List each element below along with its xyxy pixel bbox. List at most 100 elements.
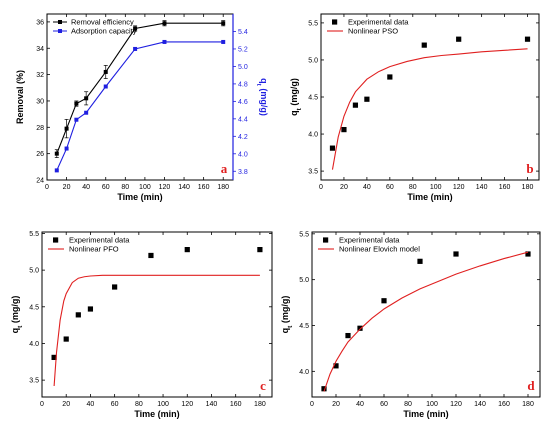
x-axis-title: Time (min) <box>403 409 448 419</box>
y-tick-label: 4.5 <box>29 304 39 311</box>
data-point <box>345 332 351 339</box>
x-tick-label: 100 <box>430 184 442 191</box>
x-tick-label: 140 <box>178 184 190 191</box>
data-point <box>453 251 459 257</box>
y2-tick-label: 4.0 <box>238 151 248 158</box>
x-tick-label: 140 <box>474 401 486 408</box>
panel-letter: d <box>527 378 535 393</box>
data-point <box>54 168 59 173</box>
x-tick-label: 20 <box>340 184 348 191</box>
x-tick-label: 160 <box>198 184 210 191</box>
chart-panel-b: 0 20 40 60 80 100 120 140 160 180 3.5 4.0 4.5 5.0 5.5 T… <box>289 13 540 202</box>
panel-letter: c <box>260 378 266 393</box>
data-point <box>525 251 531 257</box>
data-point <box>74 101 79 106</box>
chart-panel-a: 0 20 40 60 80 100 120 140 160 180 24 26 28 30 32 34 36 3.… <box>15 13 269 202</box>
y-axis-title: qt (mg/g) <box>280 296 294 334</box>
y-tick-label: 4.5 <box>308 95 318 102</box>
x-tick-label: 180 <box>522 401 534 408</box>
x-tick-label: 0 <box>319 184 323 191</box>
y-tick-label: 3.5 <box>308 169 318 176</box>
x-tick-label: 80 <box>404 401 412 408</box>
x-tick-label: 120 <box>181 401 193 408</box>
data-point <box>333 363 339 369</box>
x-tick-label: 180 <box>217 184 229 191</box>
x-tick-label: 80 <box>121 184 129 191</box>
data-point <box>64 146 69 151</box>
data-point <box>103 84 108 89</box>
x-tick-label: 60 <box>111 401 119 408</box>
legend-marker <box>58 20 62 24</box>
x-tick-label: 40 <box>356 401 364 408</box>
data-point <box>74 117 79 122</box>
x-tick-label: 0 <box>310 401 314 408</box>
data-point <box>84 96 89 101</box>
x-axis-title: Time (min) <box>407 192 452 202</box>
y-axis-title: Removal (%) <box>15 70 25 124</box>
y-tick-label: 5.5 <box>29 231 39 238</box>
panel-letter: b <box>526 161 533 176</box>
legend-label: Adsorption capacity <box>71 27 137 36</box>
y2-tick-label: 3.8 <box>238 169 248 176</box>
x-tick-label: 100 <box>426 401 438 408</box>
legend-label: Nonlinear PSO <box>348 27 398 36</box>
data-point <box>417 258 423 264</box>
y-tick-label: 5.5 <box>308 20 318 27</box>
x-tick-label: 120 <box>450 401 462 408</box>
data-point <box>162 21 167 26</box>
legend-marker <box>53 237 59 243</box>
y-axis-title: qt (mg/g) <box>289 78 303 116</box>
legend-label: Nonlinear PFO <box>69 245 119 254</box>
x-tick-label: 40 <box>363 184 371 191</box>
y2-tick-label: 5.2 <box>238 46 248 53</box>
data-point <box>112 284 118 290</box>
data-point <box>381 298 387 304</box>
data-point <box>63 336 69 342</box>
data-point <box>341 127 347 133</box>
y-tick-label: 4.0 <box>29 341 39 348</box>
panel-letter: a <box>221 161 228 176</box>
data-point <box>329 145 336 151</box>
data-point <box>51 354 57 360</box>
data-point <box>133 46 138 51</box>
x-axis-title: Time (min) <box>117 192 162 202</box>
x-tick-label: 60 <box>102 184 110 191</box>
legend-label: Nonlinear Elovich model <box>339 245 420 254</box>
chart-panel-c: 0 20 40 60 80 100 120 140 160 180 3.5 4.0 4.5 5.0 5.5 T… <box>10 231 273 419</box>
data-point <box>87 306 94 312</box>
x-tick-label: 60 <box>380 401 388 408</box>
legend-label: Experimental data <box>69 236 130 245</box>
series-line <box>56 22 224 154</box>
x-tick-label: 160 <box>499 184 511 191</box>
x-tick-label: 0 <box>40 401 44 408</box>
x-tick-label: 40 <box>82 184 90 191</box>
legend-marker <box>58 29 62 33</box>
data-point <box>133 26 138 31</box>
x-tick-label: 20 <box>332 401 340 408</box>
x-tick-label: 120 <box>159 184 171 191</box>
y-tick-label: 4.5 <box>299 323 309 330</box>
data-point <box>456 36 462 42</box>
chart-panel-d: 0 20 40 60 80 100 120 140 160 180 4.0 4.5 5.0 5.5 Time… <box>280 231 541 419</box>
data-point <box>321 386 327 392</box>
x-tick-label: 140 <box>206 401 218 408</box>
y-tick-label: 34 <box>36 46 44 53</box>
y-tick-label: 5.0 <box>29 268 39 275</box>
legend-label: Experimental data <box>348 18 409 27</box>
plot-frame <box>46 13 234 181</box>
y2-tick-label: 4.8 <box>238 81 248 88</box>
legend-marker <box>323 237 329 243</box>
fit-curve <box>323 251 529 392</box>
x-tick-label: 0 <box>45 184 49 191</box>
y-tick-label: 30 <box>36 98 44 105</box>
y-tick-label: 5.5 <box>299 231 309 238</box>
x-tick-label: 100 <box>157 401 169 408</box>
x-tick-label: 140 <box>476 184 488 191</box>
x-tick-label: 160 <box>498 401 510 408</box>
data-point <box>357 325 363 331</box>
data-point <box>75 312 81 318</box>
data-point <box>352 102 359 108</box>
y-tick-label: 24 <box>36 178 44 185</box>
data-point <box>84 110 89 115</box>
y-tick-label: 32 <box>36 72 44 79</box>
